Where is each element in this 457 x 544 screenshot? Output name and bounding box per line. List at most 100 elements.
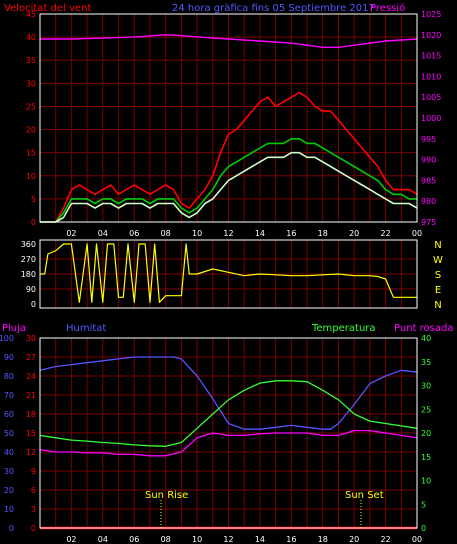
temp-x-tick: 04 — [98, 535, 108, 544]
temperature-y-tick: 0 — [421, 524, 426, 533]
wind-y-tick: 5 — [31, 195, 36, 204]
rain-y-tick: 3 — [31, 505, 36, 514]
wind-x-tick: 10 — [192, 229, 202, 238]
series-pressi- — [40, 34, 418, 48]
pressure-y-tick: 975 — [421, 218, 436, 227]
temp-x-tick: 08 — [161, 535, 171, 544]
pressure-y-tick: 980 — [421, 197, 436, 206]
series-temperatura — [39, 380, 418, 447]
series-r-fega — [40, 91, 418, 223]
compass-label: W — [433, 255, 443, 266]
wind-x-tick: 08 — [161, 229, 171, 238]
humidity-y-tick: 20 — [4, 486, 14, 495]
rain-label: Pluja — [2, 323, 26, 334]
humidity-y-tick: 70 — [4, 391, 14, 400]
rain-y-tick: 6 — [31, 486, 36, 495]
temp-x-tick: 12 — [223, 535, 233, 544]
wind-y-tick: 40 — [26, 33, 36, 42]
humidity-y-tick: 90 — [4, 353, 14, 362]
temperature-y-tick: 30 — [421, 382, 431, 391]
pressure-label: Pressió — [370, 2, 405, 14]
temperature-y-tick: 10 — [421, 477, 431, 486]
wind-panel-frame — [39, 13, 418, 223]
humidity-y-tick: 30 — [4, 467, 14, 476]
wind-x-tick: 06 — [129, 229, 139, 238]
wind-y-tick: 45 — [26, 10, 36, 19]
wind-x-tick: 00 — [412, 229, 422, 238]
humidity-label: Humitat — [66, 323, 106, 334]
temperature-y-tick: 40 — [421, 334, 431, 343]
temp-x-tick: 10 — [192, 535, 202, 544]
series-velocitat — [40, 138, 417, 223]
humidity-y-tick: 80 — [4, 372, 14, 381]
compass-label: N — [434, 240, 441, 251]
compass-label: E — [435, 285, 441, 296]
humidity-y-tick: 50 — [4, 429, 14, 438]
temp-x-tick: 22 — [380, 535, 390, 544]
rain-y-tick: 27 — [26, 353, 36, 362]
humidity-y-tick: 0 — [9, 524, 14, 533]
direction-y-tick: 360 — [21, 240, 36, 249]
humidity-y-tick: 40 — [4, 448, 14, 457]
pressure-y-tick: 985 — [421, 176, 436, 185]
wind-x-tick: 16 — [286, 229, 296, 238]
rain-y-tick: 30 — [26, 334, 36, 343]
temperature-label: Temperatura — [311, 323, 376, 334]
humidity-y-tick: 100 — [0, 334, 14, 343]
wind-y-tick: 30 — [26, 79, 36, 88]
rain-y-tick: 18 — [26, 410, 36, 419]
direction-y-tick: 0 — [31, 300, 36, 309]
humidity-y-tick: 60 — [4, 410, 14, 419]
wind-x-tick: 14 — [255, 229, 265, 238]
compass-label: N — [434, 300, 441, 311]
rain-y-tick: 15 — [26, 429, 36, 438]
pressure-y-tick: 1015 — [421, 52, 441, 61]
rain-y-tick: 0 — [31, 524, 36, 533]
wind-x-tick: 18 — [318, 229, 328, 238]
series-mitjana — [40, 151, 418, 223]
temperature-y-tick: 25 — [421, 405, 431, 414]
temperature-y-tick: 35 — [421, 358, 431, 367]
direction-panel-frame — [39, 239, 418, 309]
temperature-y-tick: 15 — [421, 453, 431, 462]
temp-x-tick: 16 — [286, 535, 296, 544]
temp-x-tick: 00 — [412, 535, 422, 544]
wind-y-tick: 0 — [31, 218, 36, 227]
temp-x-tick: 20 — [349, 535, 359, 544]
rain-y-tick: 9 — [31, 467, 36, 476]
series-punt-rosada — [39, 429, 418, 457]
wind-y-tick: 35 — [26, 56, 36, 65]
wind-x-tick: 20 — [349, 229, 359, 238]
series-wind-direction — [40, 243, 417, 303]
temperature-y-tick: 20 — [421, 429, 431, 438]
pressure-y-tick: 1010 — [421, 72, 441, 81]
wind-x-tick: 04 — [98, 229, 108, 238]
humidity-y-tick: 10 — [4, 505, 14, 514]
wind-speed-label: Velocitat del vent — [4, 3, 91, 14]
pressure-y-tick: 1005 — [421, 93, 441, 102]
wind-x-tick: 22 — [380, 229, 390, 238]
series-humitat — [39, 356, 418, 430]
rain-y-tick: 21 — [26, 391, 36, 400]
pressure-y-tick: 1025 — [421, 10, 441, 19]
compass-label: S — [435, 270, 441, 281]
temperature-y-tick: 5 — [421, 500, 426, 509]
wind-y-tick: 10 — [26, 172, 36, 181]
temp-x-tick: 18 — [318, 535, 328, 544]
pressure-y-tick: 995 — [421, 135, 436, 144]
rain-y-tick: 24 — [26, 372, 36, 381]
temp-x-tick: 14 — [255, 535, 265, 544]
pressure-y-tick: 1000 — [421, 114, 441, 123]
wind-y-tick: 15 — [26, 149, 36, 158]
dew-point-label: Punt rosada — [394, 323, 453, 334]
temp-panel-frame — [39, 337, 418, 529]
sun-rise-label: Sun Rise — [145, 490, 188, 501]
wind-x-tick: 02 — [66, 229, 76, 238]
wind-y-tick: 25 — [26, 102, 36, 111]
direction-y-tick: 180 — [21, 270, 36, 279]
sun-set-label: Sun Set — [345, 490, 384, 501]
direction-y-tick: 90 — [26, 285, 36, 294]
chart-title: 24 hora gràfica fins 05 Septiembre 2017 — [172, 2, 375, 14]
wind-x-tick: 12 — [223, 229, 233, 238]
direction-y-tick: 270 — [21, 255, 36, 264]
